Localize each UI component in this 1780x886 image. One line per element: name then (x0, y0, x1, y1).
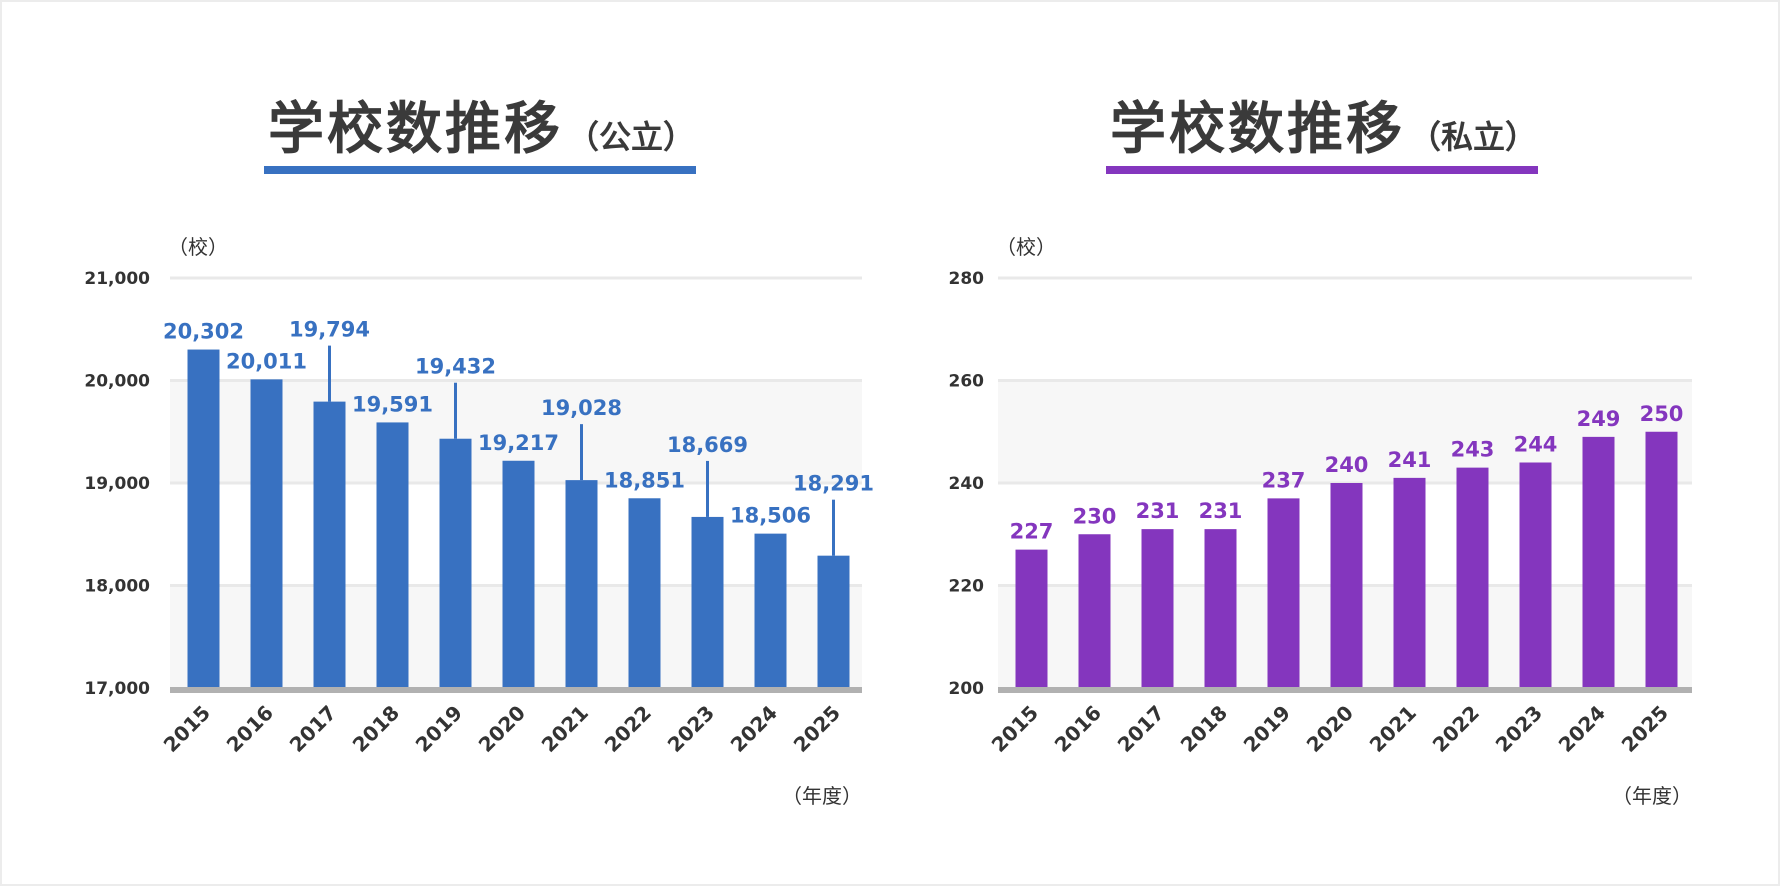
data-label: 20,302 (163, 320, 244, 344)
data-label: 231 (1199, 499, 1243, 523)
bar (1204, 529, 1237, 688)
x-tick-label: 2021 (537, 701, 593, 757)
x-tick-label: 2024 (726, 701, 782, 757)
chart-title-main: 学校数推移 (268, 97, 563, 162)
bar-chart-public: 17,000 18,000 19,000 20,000 21,000 （校） （年度） 20,… (84, 235, 874, 808)
bar (502, 460, 535, 688)
chart-title-sub: （公立） (567, 118, 696, 156)
y-tick-label: 20,000 (84, 372, 150, 392)
bar (1393, 477, 1426, 688)
bar (313, 401, 346, 688)
x-tick-label: 2022 (1428, 701, 1484, 757)
data-label: 230 (1073, 504, 1117, 528)
y-tick-label: 21,000 (84, 269, 150, 289)
data-label: 18,291 (793, 472, 874, 496)
bar (1582, 436, 1615, 688)
y-tick-label: 17,000 (84, 679, 150, 699)
bar (1267, 498, 1300, 688)
data-label: 231 (1136, 499, 1180, 523)
bar (1456, 467, 1489, 688)
data-label: 19,432 (415, 355, 496, 379)
bar (376, 422, 409, 688)
grid-band (998, 380, 1692, 483)
data-label: 249 (1577, 407, 1621, 431)
data-label: 18,851 (604, 468, 685, 492)
x-tick-label: 2024 (1554, 701, 1610, 757)
data-label: 19,028 (541, 396, 622, 420)
bar (250, 379, 283, 688)
bar (1330, 483, 1363, 688)
x-tick-label: 2017 (1113, 701, 1169, 757)
y-tick-label: 19,000 (84, 474, 150, 494)
x-tick-label: 2015 (987, 701, 1043, 757)
bar (439, 438, 472, 688)
data-label: 244 (1514, 433, 1558, 457)
x-tick-label: 2021 (1365, 701, 1421, 757)
chart-panel-private: 学校数推移 （私立） 200 220 240 260 280 （校） （年度） 227 2015 2… (842, 2, 1722, 884)
x-tick-label: 2020 (1302, 701, 1358, 757)
chart-panel-public: 学校数推移 （公立） 17,000 18,000 19,000 20,000 21,000… (2, 2, 882, 884)
x-unit-label: （年度） (782, 784, 862, 808)
bar (1645, 431, 1678, 688)
y-tick-label: 240 (949, 474, 985, 494)
data-label: 250 (1640, 402, 1684, 426)
bar (754, 533, 787, 688)
bar (691, 516, 724, 688)
data-label: 227 (1010, 520, 1054, 544)
x-tick-label: 2020 (474, 701, 530, 757)
data-label: 18,506 (730, 504, 811, 528)
data-label: 240 (1325, 453, 1369, 477)
y-tick-label: 280 (949, 269, 985, 289)
bar (1141, 529, 1174, 688)
chart-title-sub: （私立） (1409, 118, 1538, 156)
bar (1078, 534, 1111, 688)
title-underline-public (264, 166, 696, 174)
data-label: 19,794 (289, 318, 370, 342)
x-tick-label: 2025 (1617, 701, 1673, 757)
x-tick-label: 2023 (663, 701, 719, 757)
x-tick-label: 2018 (348, 701, 404, 757)
y-tick-label: 260 (949, 372, 985, 392)
bar (628, 498, 661, 688)
y-tick-label: 220 (949, 577, 985, 597)
y-tick-label: 18,000 (84, 577, 150, 597)
bar (1015, 549, 1048, 688)
title-underline-private (1106, 166, 1538, 174)
data-label: 241 (1388, 448, 1432, 472)
bar-chart-private: 200 220 240 260 280 （校） （年度） 227 2015 230 2016 231 2… (949, 235, 1692, 808)
y-tick-label: 200 (949, 679, 985, 699)
x-tick-label: 2015 (159, 701, 215, 757)
y-unit-label: （校） (168, 235, 228, 259)
chart-title-public: 学校数推移 （公立） (268, 84, 695, 164)
data-label: 20,011 (226, 349, 307, 373)
y-unit-label: （校） (996, 235, 1056, 259)
x-tick-label: 2017 (285, 701, 341, 757)
chart-title-main: 学校数推移 (1110, 97, 1405, 162)
x-tick-label: 2022 (600, 701, 656, 757)
bar (565, 480, 598, 688)
bar (1519, 462, 1552, 688)
x-tick-label: 2016 (1050, 701, 1106, 757)
data-label: 19,591 (352, 392, 433, 416)
x-tick-label: 2018 (1176, 701, 1232, 757)
bar (187, 349, 220, 688)
x-unit-label: （年度） (1612, 784, 1692, 808)
x-tick-label: 2025 (789, 701, 845, 757)
x-tick-label: 2019 (411, 701, 467, 757)
data-label: 19,217 (478, 431, 559, 455)
x-tick-label: 2016 (222, 701, 278, 757)
data-label: 237 (1262, 468, 1306, 492)
data-label: 18,669 (667, 433, 748, 457)
x-tick-label: 2023 (1491, 701, 1547, 757)
bar (817, 555, 850, 688)
chart-title-private: 学校数推移 （私立） (1110, 84, 1537, 164)
data-label: 243 (1451, 438, 1495, 462)
x-tick-label: 2019 (1239, 701, 1295, 757)
